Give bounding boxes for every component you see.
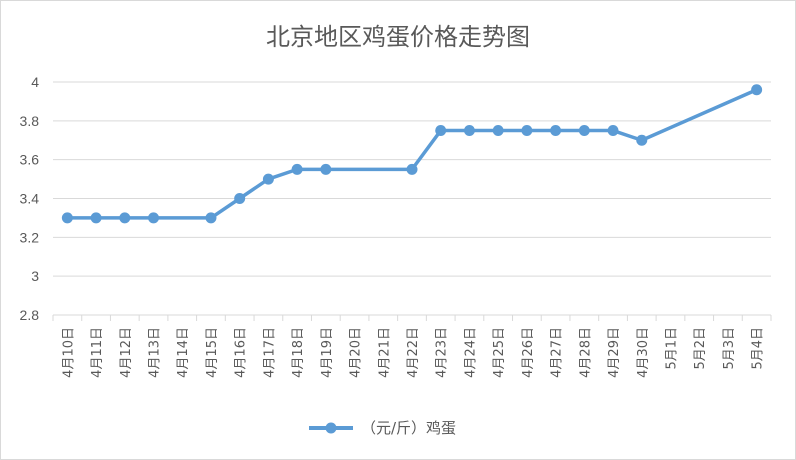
x-tick-label: 4月29日 — [607, 327, 622, 378]
x-tick-label: 4月17日 — [262, 327, 277, 378]
x-tick-label: 4月18日 — [291, 327, 306, 378]
data-point — [578, 125, 590, 137]
y-tick-label: 3.8 — [20, 113, 40, 129]
x-tick-label: 4月21日 — [377, 327, 392, 378]
data-point — [148, 212, 160, 224]
x-tick-label: 4月13日 — [148, 327, 163, 378]
data-point — [521, 125, 533, 137]
x-tick-label: 5月4日 — [751, 327, 766, 370]
x-tick-label: 4月28日 — [578, 327, 593, 378]
x-tick-label: 4月20日 — [349, 327, 364, 378]
data-point — [463, 125, 475, 137]
data-point — [550, 125, 562, 137]
x-tick-label: 4月24日 — [463, 327, 478, 378]
data-point — [119, 212, 131, 224]
data-point — [320, 163, 332, 175]
data-point — [291, 163, 303, 175]
x-tick-label: 4月16日 — [234, 327, 249, 378]
chart-title: 北京地区鸡蛋价格走势图 — [266, 23, 530, 51]
x-tick-label: 5月3日 — [722, 327, 737, 370]
legend: （元/斤）鸡蛋 — [309, 419, 456, 437]
x-tick-label: 4月26日 — [521, 327, 536, 378]
y-axis-tick-labels: 2.8 3 3.2 3.4 3.6 3.8 4 — [20, 74, 40, 323]
x-tick-label: 4月22日 — [406, 327, 421, 378]
series-layer — [61, 84, 763, 224]
y-tick-label: 2.8 — [20, 307, 40, 323]
data-point — [406, 163, 418, 175]
data-point — [751, 84, 763, 96]
data-point — [492, 125, 504, 137]
y-tick-label: 3.4 — [20, 191, 40, 207]
x-tick-label: 4月15日 — [205, 327, 220, 378]
y-tick-label: 3 — [31, 268, 39, 284]
legend-marker-swatch — [325, 422, 337, 434]
x-axis-tick-labels: 4月10日 4月11日 4月12日 4月13日 4月14日 4月15日 4月16日 4月17日… — [52, 315, 772, 378]
x-tick-label: 5月2日 — [693, 327, 708, 370]
x-tick-label: 4月14日 — [176, 327, 191, 378]
x-tick-label: 4月27日 — [550, 327, 565, 378]
y-tick-label: 3.6 — [20, 152, 40, 168]
y-tick-label: 3.2 — [20, 229, 40, 245]
gridlines — [53, 81, 771, 316]
x-tick-label: 5月1日 — [664, 327, 679, 370]
data-point — [607, 125, 619, 137]
x-tick-label: 4月30日 — [636, 327, 651, 378]
x-tick-label: 4月10日 — [61, 327, 76, 378]
x-tick-label: 4月19日 — [320, 327, 335, 378]
data-point — [234, 193, 246, 204]
data-point — [262, 173, 274, 185]
data-point — [61, 212, 73, 224]
x-tick-label: 4月25日 — [492, 327, 507, 378]
x-tick-label: 4月11日 — [90, 327, 105, 378]
x-tick-label: 4月23日 — [435, 327, 450, 378]
data-point — [90, 212, 102, 224]
data-point — [636, 134, 648, 146]
x-tick-label: 4月12日 — [119, 327, 134, 378]
data-point — [435, 125, 447, 137]
data-point — [205, 212, 217, 224]
legend-label: （元/斤）鸡蛋 — [361, 419, 456, 437]
y-tick-label: 4 — [31, 74, 39, 90]
